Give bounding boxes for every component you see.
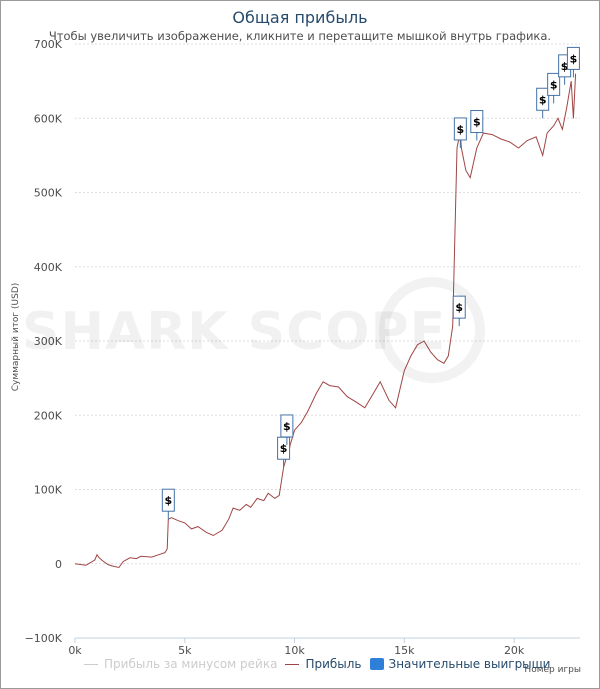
big-win-flag-box [536, 87, 550, 111]
x-tick-label: 0k [68, 644, 82, 657]
legend-swatch-big-wins [369, 658, 384, 670]
big-win-flag[interactable]: $ [452, 295, 466, 327]
legend: Прибыль за минусом рейка Прибыль Значите… [84, 657, 558, 671]
big-win-flag-label: $ [457, 123, 465, 136]
big-win-flag-box [470, 110, 484, 134]
legend-label-rakeless: Прибыль за минусом рейка [104, 657, 278, 671]
legend-swatch-rakeless [84, 663, 98, 665]
watermark-ring [379, 277, 485, 383]
y-tick-label: 200K [34, 409, 63, 422]
big-win-flag[interactable]: $ [453, 117, 467, 148]
chart-title: Общая прибыль [232, 8, 368, 27]
big-win-flag[interactable]: $ [536, 87, 550, 119]
y-tick-label: 300K [34, 335, 63, 348]
x-tick-label: 10k [284, 644, 305, 657]
legend-swatch-profit [285, 663, 300, 665]
y-tick-label: 100K [34, 484, 63, 497]
legend-item-big-wins[interactable]: Значительные выигрыши [369, 657, 551, 671]
big-win-flag[interactable]: $ [547, 72, 561, 104]
y-tick-label: 500K [34, 187, 63, 200]
x-tick-label: 5k [178, 644, 192, 657]
x-tick-label: 15k [394, 644, 415, 657]
big-win-flag-label: $ [539, 93, 547, 106]
big-win-flag[interactable]: $ [280, 414, 294, 445]
big-win-flag[interactable]: $ [470, 110, 484, 141]
sharkscope-watermark: SHARK SCOPE [22, 302, 447, 362]
big-win-flag-box [161, 488, 175, 512]
x-tick-label: 20k [504, 644, 525, 657]
y-axis-title: Суммарный итог (USD) [11, 282, 21, 392]
legend-item-profit[interactable]: Прибыль [285, 657, 362, 671]
big-win-flag[interactable]: $ [566, 46, 580, 78]
profit-series-line [74, 73, 577, 569]
legend-item-rakeless[interactable]: Прибыль за минусом рейка [84, 657, 277, 671]
big-win-flag-label: $ [455, 301, 463, 314]
chart-subtitle: Чтобы увеличить изображение, кликните и … [48, 29, 552, 43]
y-tick-label: 600K [34, 112, 63, 125]
big-win-flag-box [566, 46, 580, 70]
x-axis-title: Номер игры [524, 665, 581, 675]
big-win-flag-label: $ [550, 78, 558, 91]
big-win-flag-label: $ [280, 442, 288, 455]
big-win-flag-box [547, 72, 561, 96]
y-tick-label: 400K [34, 261, 63, 274]
y-tick-label: 0 [55, 558, 62, 571]
big-win-flag-label: $ [283, 420, 291, 433]
big-win-flag-label: $ [561, 60, 569, 73]
big-win-flag-label: $ [570, 52, 578, 65]
big-win-flag-box [453, 117, 467, 141]
y-tick-label: 700K [34, 38, 63, 51]
big-win-flag[interactable]: $ [277, 436, 291, 468]
big-win-flag-label: $ [473, 116, 481, 129]
legend-label-profit: Прибыль [305, 657, 362, 671]
y-tick-label: −100K [25, 632, 63, 645]
big-win-flag-box [280, 414, 294, 438]
big-win-flag-label: $ [164, 494, 172, 507]
big-win-flag-box [452, 295, 466, 319]
legend-label-big-wins: Значительные выигрыши [388, 657, 551, 671]
big-win-flag[interactable]: $ [161, 488, 175, 520]
